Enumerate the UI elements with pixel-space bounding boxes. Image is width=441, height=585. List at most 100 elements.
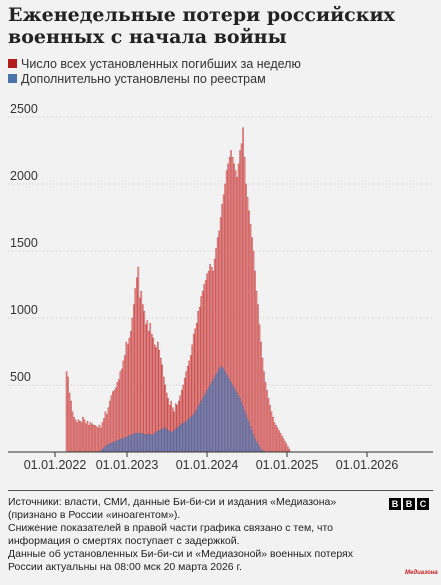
bar-registry	[222, 368, 225, 453]
bar-registry	[148, 433, 150, 453]
bar-registry	[119, 439, 122, 453]
bar-registry	[245, 414, 247, 453]
legend-item-total: Число всех установленных погибших за нед…	[8, 56, 433, 71]
bar-registry	[124, 437, 126, 453]
legend-label-registry: Дополнительно установлены по реестрам	[21, 71, 266, 86]
bar-registry	[107, 444, 110, 453]
bar-registry	[113, 441, 116, 453]
bar-registry	[225, 374, 228, 453]
bar-total	[263, 371, 265, 453]
bar-total	[89, 422, 92, 453]
y-tick-label: 1000	[10, 303, 38, 317]
bar-total	[281, 435, 283, 453]
bar-registry	[149, 434, 152, 453]
bar-total	[285, 443, 288, 453]
bar-total	[130, 331, 132, 453]
y-tick-label: 1500	[10, 236, 38, 250]
bar-registry	[231, 384, 234, 453]
bar-registry	[118, 439, 120, 453]
bar-total	[276, 427, 279, 453]
bar-total	[273, 422, 276, 453]
bar-total	[79, 420, 81, 453]
chart-title: Еженедельные потери российских военных с…	[8, 4, 395, 48]
bar-total	[85, 423, 87, 453]
bar-total	[255, 290, 258, 453]
bar-total	[146, 320, 149, 453]
bar-registry	[216, 371, 219, 453]
bbc-logo-letter: C	[417, 498, 429, 510]
bar-registry	[171, 431, 174, 453]
bar-registry	[158, 430, 161, 453]
bar-total	[258, 324, 261, 453]
bar-total	[86, 420, 89, 453]
y-tick-label: 2000	[10, 169, 38, 183]
bar-registry	[258, 446, 261, 453]
bar-total	[70, 400, 72, 453]
bar-registry	[133, 433, 135, 453]
bar-total	[257, 304, 259, 453]
bar-total	[127, 344, 129, 453]
bar-registry	[218, 368, 220, 453]
bar-total	[94, 424, 96, 453]
bar-total	[275, 424, 277, 453]
bar-total	[95, 426, 98, 453]
bar-total	[260, 341, 262, 453]
y-tick-label: 500	[10, 370, 31, 384]
bar-total	[68, 392, 71, 453]
bar-total	[98, 424, 101, 453]
bar-registry	[248, 422, 250, 453]
bar-registry	[174, 428, 177, 453]
bar-registry	[182, 422, 184, 453]
weekly-losses-chart: 500 1000 1500 2000 2500 01.01.2022 01.01.2023 0…	[8, 102, 433, 472]
bar-total	[252, 250, 255, 453]
bar-total	[151, 333, 153, 453]
source-note: Источники: власти, СМИ, данные Би-би-си …	[8, 496, 337, 521]
bar-registry	[121, 438, 123, 453]
mediazona-logo: Медиазона	[405, 570, 438, 576]
bar-registry	[204, 392, 207, 453]
bar-total	[254, 270, 256, 453]
bar-registry	[154, 433, 156, 453]
y-tick-label: 2500	[10, 102, 38, 116]
chart-legend: Число всех установленных погибших за нед…	[8, 56, 433, 86]
bar-total	[249, 223, 252, 453]
bar-registry	[191, 415, 193, 453]
bar-registry	[155, 431, 158, 453]
bar-registry	[180, 423, 183, 453]
bar-registry	[255, 441, 258, 453]
bar-total	[133, 304, 135, 453]
bar-registry	[103, 447, 105, 453]
bar-total	[136, 277, 138, 453]
bar-registry	[167, 430, 170, 453]
bbc-logo: B B C	[389, 498, 429, 510]
bar-registry	[219, 366, 222, 453]
bar-total	[287, 446, 289, 453]
bar-registry	[243, 410, 246, 453]
bar-registry	[177, 426, 180, 453]
bar-total	[142, 304, 144, 453]
bar-registry	[131, 434, 134, 453]
bar-registry	[212, 379, 214, 453]
bar-total	[246, 197, 249, 453]
bar-registry	[127, 436, 129, 453]
bar-total	[134, 288, 137, 453]
bar-registry	[170, 431, 173, 453]
bar-registry	[228, 379, 231, 453]
date-note: Данные об установленных Би-би-си и «Меди…	[8, 548, 353, 573]
bar-registry	[161, 428, 164, 453]
bar-registry	[163, 428, 165, 453]
bar-registry	[152, 434, 155, 453]
bar-registry	[252, 434, 255, 453]
bar-registry	[109, 443, 111, 453]
bar-registry	[146, 434, 149, 453]
bar-total	[101, 422, 104, 453]
bar-total	[97, 427, 99, 453]
bar-total	[77, 419, 80, 453]
bar-total	[269, 404, 271, 453]
bar-registry	[201, 398, 204, 453]
bar-total	[83, 419, 86, 453]
bar-registry	[240, 402, 243, 453]
bar-total	[282, 438, 285, 453]
bar-registry	[237, 395, 240, 453]
bar-registry	[239, 398, 241, 453]
